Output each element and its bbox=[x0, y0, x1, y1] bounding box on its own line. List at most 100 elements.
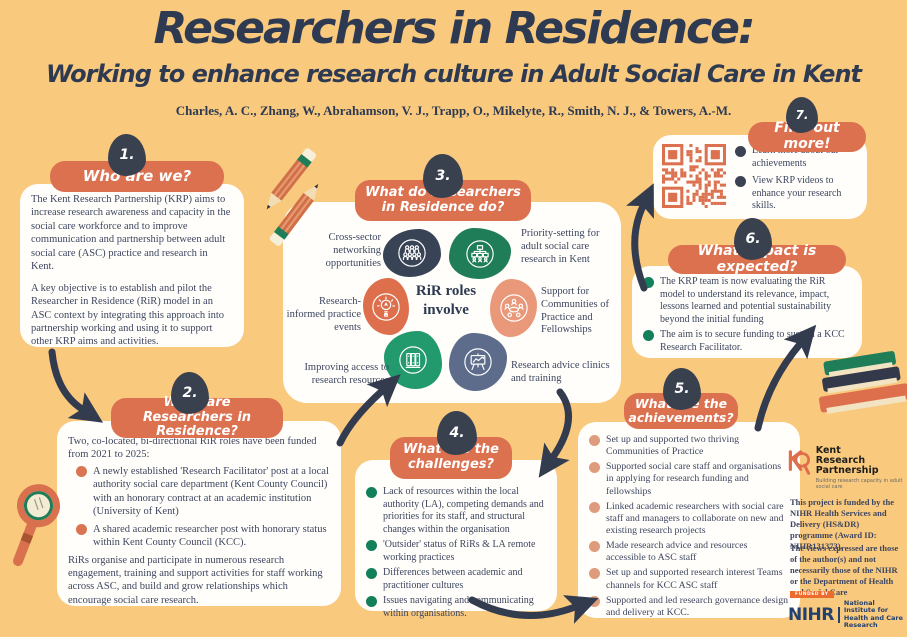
bullet-dot bbox=[589, 462, 600, 474]
section-who-card: The Kent Research Partnership (KRP) aims… bbox=[20, 184, 244, 347]
list-item: Made research advice and resources acces… bbox=[589, 540, 789, 564]
step-number-1: 1. bbox=[108, 134, 146, 176]
step-number-5: 5. bbox=[663, 368, 701, 410]
nihr-logo-divider bbox=[837, 606, 840, 623]
bullet-dot bbox=[366, 568, 377, 579]
qr-code bbox=[662, 143, 726, 209]
poster-subtitle: Working to enhance research culture in A… bbox=[45, 60, 862, 88]
books-icon bbox=[399, 346, 427, 374]
who-paragraph-2: A key objective is to establish and pilo… bbox=[31, 282, 225, 348]
bullet-text: Lack of resources within the local autho… bbox=[383, 486, 544, 535]
section-activities-card: RiR roles involve Cross-sector networkin… bbox=[283, 202, 621, 403]
bullet-dot bbox=[366, 596, 377, 607]
bullet-text: Linked academic researchers with social … bbox=[606, 500, 784, 536]
list-item: Differences between academic and practit… bbox=[366, 567, 546, 592]
step-number-2: 2. bbox=[171, 372, 209, 414]
krp-tagline: Building research capacity in adult soci… bbox=[815, 477, 903, 490]
bullet-text: Set up and supported research interest T… bbox=[606, 567, 783, 591]
step-number-6: 6. bbox=[734, 218, 772, 260]
list-item: The KRP team is now evaluating the RiR m… bbox=[643, 276, 851, 326]
nihr-wordmark: NIHR bbox=[788, 604, 834, 625]
section-achievements-card: Set up and supported two thriving Commun… bbox=[578, 422, 800, 618]
bullet-dot bbox=[589, 595, 600, 607]
list-item: Linked academic researchers with social … bbox=[589, 501, 789, 537]
bullet-text: Made research advice and resources acces… bbox=[606, 540, 748, 564]
bullet-text: Differences between academic and practit… bbox=[383, 567, 523, 591]
bullet-text: Issues navigating and communicating with… bbox=[383, 595, 534, 619]
crowd-icon bbox=[398, 239, 426, 267]
bullet-dot bbox=[76, 523, 87, 535]
who-paragraph-1: The Kent Research Partnership (KRP) aims… bbox=[31, 194, 231, 273]
list-item: Set up and supported research interest T… bbox=[589, 567, 789, 591]
disclaimer-statement: The views expressed are those of the aut… bbox=[790, 543, 899, 598]
bullet-text: A newly established 'Research Facilitato… bbox=[93, 465, 329, 518]
step-number-4: 4. bbox=[437, 411, 477, 455]
diagram-label-networking: Cross-sector networking opportunities bbox=[325, 232, 381, 269]
bullet-text: Set up and supported two thriving Commun… bbox=[606, 434, 740, 458]
roles-intro: Two, co-located, bi-directional RiR role… bbox=[68, 436, 317, 461]
krp-name: Kent Research Partnership bbox=[815, 445, 879, 476]
diagram-blob-practice-events bbox=[363, 278, 409, 335]
bullet-text: A shared academic researcher post with h… bbox=[93, 523, 327, 549]
krp-mark-icon bbox=[788, 450, 811, 475]
diagram-blob-advice bbox=[449, 333, 507, 391]
nihr-full-name: National Institute for Health and Care R… bbox=[843, 599, 904, 630]
bullet-dot bbox=[366, 540, 377, 551]
community-icon bbox=[499, 294, 528, 322]
lightbulb-icon bbox=[372, 292, 400, 321]
diagram-blob-resources bbox=[384, 331, 442, 389]
roles-outro: RiRs organise and participate in numerou… bbox=[68, 554, 323, 606]
bullet-text: Supported social care staff and organisa… bbox=[606, 461, 782, 497]
list-item: The aim is to secure funding to sustain … bbox=[643, 329, 851, 354]
bullet-dot bbox=[643, 330, 654, 341]
bullet-text: 'Outsider' status of RiRs & LA remote wo… bbox=[383, 539, 536, 563]
list-item: Supported social care staff and organisa… bbox=[589, 461, 789, 497]
bullet-dot bbox=[589, 501, 600, 513]
list-item: Lack of resources within the local autho… bbox=[366, 486, 546, 536]
bullet-dot bbox=[589, 541, 600, 553]
list-item: Issues navigating and communicating with… bbox=[366, 595, 546, 620]
bullet-dot bbox=[735, 146, 746, 157]
nihr-logo: NIHR National Institute for Health and C… bbox=[788, 599, 906, 630]
presentation-icon bbox=[464, 348, 492, 376]
authors-line: Charles, A. C., Zhang, W., Abrahamson, V… bbox=[175, 103, 732, 118]
krp-logo: Kent Research Partnership Building resea… bbox=[788, 446, 907, 490]
bullet-text: Supported and led research governance de… bbox=[606, 594, 788, 618]
section-roles-card: Two, co-located, bi-directional RiR role… bbox=[57, 421, 341, 606]
list-item: A shared academic researcher post with h… bbox=[76, 523, 330, 550]
funding-statement: This project is funded by the NIHR Healt… bbox=[790, 497, 894, 552]
diagram-blob-priority bbox=[449, 228, 511, 279]
bullet-text: The aim is to secure funding to sustain … bbox=[660, 329, 845, 353]
diagram-label-communities: Support for Communities of Practice and … bbox=[541, 286, 609, 336]
bullet-text: The KRP team is now evaluating the RiR m… bbox=[660, 276, 832, 325]
list-item: Supported and led research governance de… bbox=[589, 595, 789, 619]
bullet-dot bbox=[735, 176, 746, 187]
diagram-blob-networking bbox=[383, 229, 441, 277]
list-item: Set up and supported two thriving Commun… bbox=[589, 434, 789, 458]
diagram-label-priority: Priority-setting for adult social care r… bbox=[521, 228, 600, 265]
list-item: View KRP videos to enhance your research… bbox=[735, 175, 861, 213]
bullet-dot bbox=[589, 568, 600, 580]
list-item: A newly established 'Research Facilitato… bbox=[76, 465, 330, 519]
step-number-7: 7. bbox=[786, 97, 818, 133]
diagram-blob-communities bbox=[490, 279, 537, 337]
section-challenges-card: Lack of resources within the local autho… bbox=[355, 460, 557, 619]
diagram-center-label: RiR roles involve bbox=[415, 283, 477, 318]
bullet-dot bbox=[76, 465, 87, 477]
funded-by-chip: FUNDED BY bbox=[790, 591, 834, 598]
section-impact-card: The KRP team is now evaluating the RiR m… bbox=[632, 266, 862, 358]
bullet-dot bbox=[589, 435, 600, 446]
diagram-label-resources: Improving access to research resources bbox=[304, 362, 389, 386]
poster-title: Researchers in Residence: bbox=[153, 3, 755, 54]
section-impact-heading: What Impact is expected? bbox=[668, 243, 846, 274]
bullet-dot bbox=[643, 277, 654, 288]
bullet-dot bbox=[366, 487, 377, 498]
org-chart-icon bbox=[466, 239, 494, 268]
diagram-label-advice: Research advice clinics and training bbox=[511, 360, 610, 384]
diagram-label-practice-events: Research-informed practice events bbox=[286, 296, 361, 333]
step-number-3: 3. bbox=[423, 154, 463, 198]
list-item: 'Outsider' status of RiRs & LA remote wo… bbox=[366, 539, 546, 564]
rir-roles-diagram: RiR roles involve Cross-sector networkin… bbox=[283, 202, 621, 403]
bullet-text: View KRP videos to enhance your research… bbox=[752, 175, 842, 211]
